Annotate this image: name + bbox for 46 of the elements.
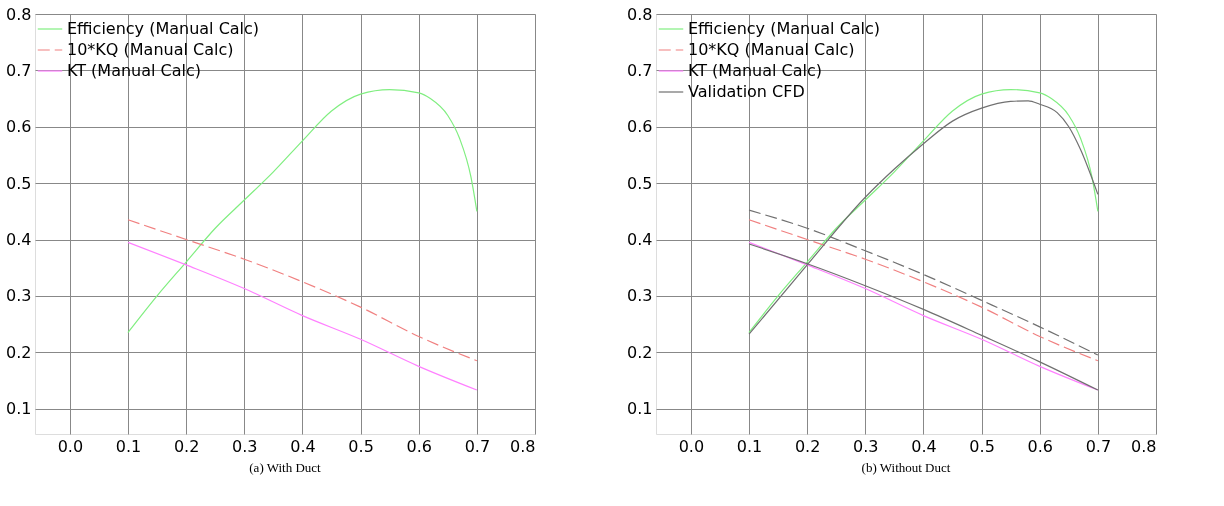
y-tick-label: 0.5	[627, 173, 653, 193]
legend-label: Efficiency (Manual Calc)	[67, 19, 260, 38]
x-tick-label: 0.0	[57, 436, 84, 456]
x-tick-label: 0.2	[173, 436, 200, 456]
y-tick-label: 0.2	[627, 342, 653, 362]
x-tick-label: 0.8	[1131, 436, 1157, 456]
legend-label: KT (Manual Calc)	[688, 61, 823, 80]
y-tick-label: 0.6	[6, 117, 32, 137]
y-tick-label: 0.3	[6, 286, 32, 306]
y-tick-label: 0.5	[6, 173, 32, 193]
y-tick-label: 0.2	[6, 342, 32, 362]
y-tick-label: 0.7	[6, 60, 32, 80]
y-tick-label: 0.6	[627, 117, 653, 137]
x-tick-label: 0.5	[348, 436, 374, 456]
y-tick-label: 0.1	[6, 399, 32, 419]
legend-label: 10*KQ (Manual Calc)	[67, 40, 234, 59]
x-tick-label: 0.7	[464, 436, 491, 456]
y-tick-label: 0.4	[627, 230, 653, 249]
x-tick-label: 0.1	[115, 436, 142, 456]
y-tick-label: 0.8	[6, 4, 32, 24]
legend-label: 10*KQ (Manual Calc)	[688, 40, 855, 59]
line-series	[127, 88, 478, 334]
x-tick-label: 0.6	[406, 436, 432, 456]
y-tick-label: 0.1	[627, 399, 653, 419]
y-tick-label: 0.7	[627, 60, 653, 80]
x-tick-label: 0.7	[1085, 436, 1112, 456]
x-tick-label: 0.4	[290, 436, 316, 456]
x-tick-label: 0.0	[678, 436, 705, 456]
legend-label: Efficiency (Manual Calc)	[688, 19, 881, 38]
x-tick-label: 0.3	[232, 436, 258, 456]
x-tick-label: 0.3	[853, 436, 879, 456]
x-tick-label: 0.1	[736, 436, 763, 456]
x-tick-label: 0.6	[1027, 436, 1053, 456]
line-series	[127, 241, 478, 391]
y-tick-label: 0.8	[627, 4, 653, 24]
x-tick-label: 0.4	[911, 436, 937, 456]
x-tick-label: 0.8	[510, 436, 536, 456]
x-tick-label: 0.5	[969, 436, 995, 456]
x-tick-label: 0.2	[794, 436, 821, 456]
legend-label: Validation CFD	[688, 82, 805, 101]
line-series	[127, 219, 478, 362]
y-tick-label: 0.3	[627, 286, 653, 306]
text: (a) With Duct	[249, 460, 322, 475]
y-tick-label: 0.4	[6, 230, 32, 249]
text: (b) Without Duct	[861, 460, 951, 475]
legend-label: KT (Manual Calc)	[67, 61, 202, 80]
